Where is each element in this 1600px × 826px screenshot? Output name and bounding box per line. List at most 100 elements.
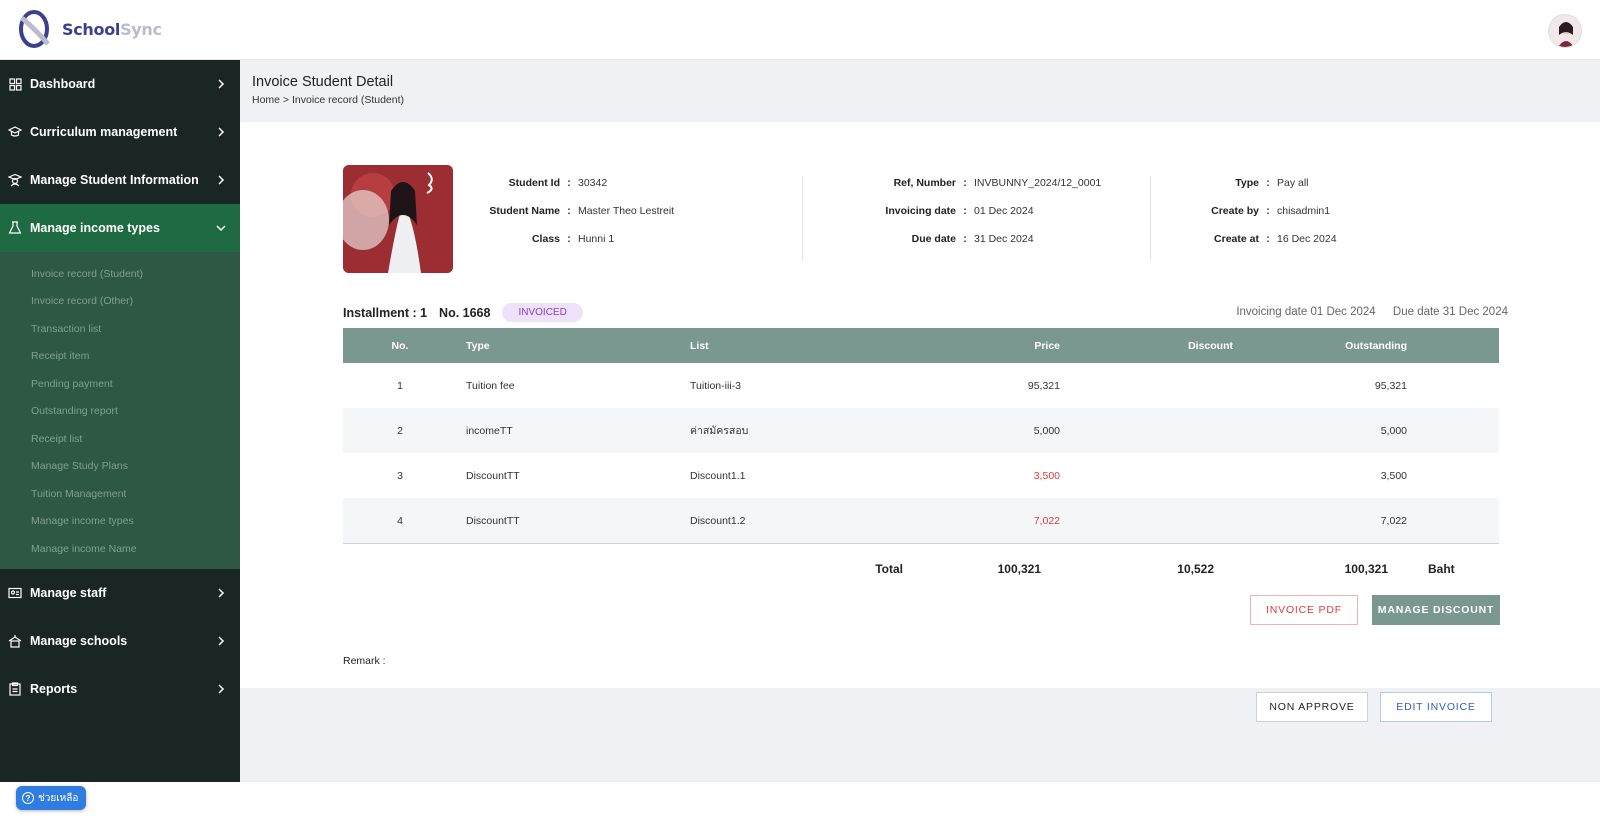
cell-no: 2: [397, 424, 403, 437]
col-discount: Discount: [1188, 339, 1233, 352]
cell-type: Tuition fee: [466, 379, 515, 392]
student-name-row: Student Name: Master Theo Lestreit: [400, 205, 674, 233]
ref-row: Ref, Number: INVBUNNY_2024/12_0001: [808, 177, 1102, 205]
sidebar-item-reports[interactable]: Reports: [0, 665, 240, 713]
user-avatar[interactable]: [1548, 14, 1582, 48]
sidebar-item-dashboard[interactable]: Dashboard: [0, 60, 240, 108]
submenu-item-pending-payment[interactable]: Pending payment: [31, 377, 113, 390]
sidebar-item-label: Manage staff: [30, 585, 107, 600]
cell-type: DiscountTT: [466, 469, 520, 482]
chevron-right-icon: [214, 173, 228, 187]
submenu-item-income-name[interactable]: Manage income Name: [31, 542, 137, 555]
sidebar: Dashboard Curriculum management Manage S…: [0, 60, 240, 782]
non-approve-button[interactable]: NON APPROVE: [1256, 692, 1368, 722]
chevron-right-icon: [214, 634, 228, 648]
total-outstanding: 100,321: [1344, 562, 1388, 576]
sidebar-item-label: Dashboard: [30, 77, 96, 91]
cell-list: ค่าสมัครสอบ: [690, 425, 749, 437]
sidebar-item-income-types[interactable]: Manage income types: [0, 204, 240, 252]
installment-due-date: Due date 31 Dec 2024: [1392, 306, 1508, 318]
table-row: 4 DiscountTT Discount1.2 7,022 7,022: [343, 498, 1499, 543]
submenu-item-invoice-other[interactable]: Invoice record (Other): [31, 295, 134, 308]
submenu-item-income-types[interactable]: Manage income types: [31, 515, 134, 528]
invoice-items-table: No. Type List Price Discount Outstanding…: [343, 328, 1499, 594]
cell-outstanding: 95,321: [1374, 379, 1407, 392]
student-name-label: Student Name: [489, 205, 560, 217]
logo-mark-icon: [14, 8, 56, 50]
class-label: Class: [531, 233, 560, 245]
student-id-label: Student Id: [508, 177, 560, 189]
invoice-info: Ref, Number: INVBUNNY_2024/12_0001 Invoic…: [808, 177, 1101, 261]
cell-outstanding: 7,022: [1380, 514, 1407, 527]
submenu-item-receipt-item[interactable]: Receipt item: [31, 350, 90, 363]
table-header: No. Type List Price Discount Outstanding: [343, 328, 1499, 363]
create-by-row: Create by: chisadmin1: [1155, 205, 1337, 233]
cell-list: Discount1.2: [690, 514, 746, 527]
currency-label: Baht: [1428, 562, 1455, 576]
chevron-right-icon: [214, 125, 228, 139]
manage-discount-button[interactable]: MANAGE DISCOUNT: [1372, 595, 1500, 625]
col-price: Price: [1034, 339, 1060, 352]
table-divider: [343, 543, 1499, 544]
sidebar-item-label: Manage Student Information: [30, 173, 199, 187]
total-row: Total 100,321 10,522 100,321 Baht: [343, 544, 1499, 594]
installment-number: No. 1668: [439, 305, 491, 320]
student-info: Student Id:30342 Student Name: Master The…: [400, 177, 674, 261]
status-badge: INVOICED: [502, 303, 583, 322]
submenu-item-outstanding-report[interactable]: Outstanding report: [31, 405, 118, 418]
col-no: No.: [391, 339, 409, 352]
submenu-item-receipt-list[interactable]: Receipt list: [31, 432, 83, 445]
sidebar-item-schools[interactable]: Manage schools: [0, 617, 240, 665]
app-logo[interactable]: SchoolSync: [14, 8, 162, 50]
sidebar-item-label: Manage income types: [30, 221, 160, 235]
submenu-item-transaction-list[interactable]: Transaction list: [31, 322, 102, 335]
total-price: 100,321: [997, 562, 1041, 576]
top-bar: SchoolSync: [0, 0, 1600, 60]
breadcrumb[interactable]: Home > Invoice record (Student): [252, 94, 405, 106]
cell-type: incomeTT: [466, 424, 513, 437]
table-row: 3 DiscountTT Discount1.1 3,500 3,500: [343, 453, 1499, 498]
divider: [802, 176, 803, 260]
logo-text: SchoolSync: [62, 19, 162, 39]
table-row: 2 incomeTT ค่าสมัครสอบ 5,000 5,000: [343, 408, 1499, 453]
cell-type: DiscountTT: [466, 514, 520, 527]
invoicing-date-row: Invoicing date:01 Dec 2024: [808, 205, 1101, 233]
page-title: Invoice Student Detail: [252, 74, 394, 90]
type-value: Pay all: [1277, 177, 1309, 189]
submenu-item-tuition-management[interactable]: Tuition Management: [31, 487, 127, 500]
student-name-value: Master Theo Lestreit: [578, 205, 675, 217]
sidebar-item-staff[interactable]: Manage staff: [0, 569, 240, 617]
chevron-right-icon: [214, 586, 228, 600]
graduation-cap-icon: [8, 125, 22, 139]
installment-header: Installment : 1 No. 1668 INVOICED: [343, 303, 583, 322]
invoicing-date-label: Invoicing date: [885, 205, 956, 217]
invoice-card: Student Id:30342 Student Name: Master The…: [240, 122, 1600, 688]
cell-price: 5,000: [1033, 424, 1060, 437]
chevron-right-icon: [214, 77, 228, 91]
submenu-item-invoice-student[interactable]: Invoice record (Student): [31, 267, 144, 280]
cell-no: 4: [397, 514, 403, 527]
cell-price: 7,022: [1033, 514, 1060, 527]
col-outstanding: Outstanding: [1345, 339, 1407, 352]
sidebar-item-student-information[interactable]: Manage Student Information: [0, 156, 240, 204]
create-by-label: Create by: [1211, 205, 1259, 217]
cell-no: 1: [397, 379, 403, 392]
invoice-pdf-button[interactable]: INVOICE PDF: [1250, 595, 1358, 625]
edit-invoice-button[interactable]: EDIT INVOICE: [1380, 692, 1492, 722]
student-id-value: 30342: [578, 177, 608, 189]
help-button[interactable]: ? ช่วยเหลือ: [16, 786, 86, 810]
installment-invoicing-date: Invoicing date 01 Dec 2024: [1236, 306, 1376, 318]
col-type: Type: [466, 339, 490, 352]
ref-value: INVBUNNY_2024/12_0001: [974, 177, 1102, 189]
due-date-value: 31 Dec 2024: [974, 233, 1034, 245]
chevron-right-icon: [214, 682, 228, 696]
page-header: Invoice Student Detail Home > Invoice re…: [240, 60, 1600, 122]
class-row: Class: Hunni 1: [400, 233, 674, 261]
submenu-item-study-plans[interactable]: Manage Study Plans: [31, 460, 128, 473]
remark-label: Remark :: [343, 655, 386, 667]
sidebar-item-curriculum[interactable]: Curriculum management: [0, 108, 240, 156]
id-card-icon: [8, 586, 22, 600]
divider: [1150, 176, 1151, 260]
cell-outstanding: 5,000: [1380, 424, 1407, 437]
cell-outstanding: 3,500: [1380, 469, 1407, 482]
